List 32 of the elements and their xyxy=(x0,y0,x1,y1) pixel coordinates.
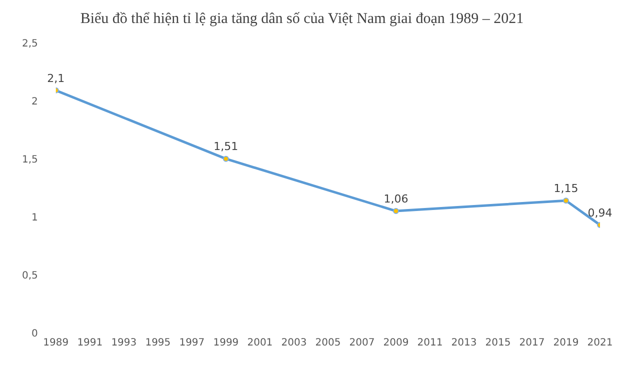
x-tick-label: 2019 xyxy=(553,338,579,349)
y-tick-label: 2,5 xyxy=(22,38,38,50)
x-tick-label: 2011 xyxy=(417,338,443,349)
x-tick-label: 2003 xyxy=(281,338,307,349)
x-tick-label: 1989 xyxy=(43,338,69,349)
x-tick-label: 2009 xyxy=(383,338,409,349)
y-tick-label: 1 xyxy=(32,212,38,224)
x-tick-label: 1995 xyxy=(145,338,171,349)
x-tick-label: 2001 xyxy=(247,338,273,349)
data-label: 1,06 xyxy=(384,192,408,206)
y-tick-label: 1,5 xyxy=(22,154,38,166)
point xyxy=(222,156,229,162)
x-tick-label: 2005 xyxy=(315,338,341,349)
data-label: 2,1 xyxy=(47,72,65,85)
x-tick-label: 2015 xyxy=(485,338,511,349)
y-tick-label: 2 xyxy=(32,96,38,108)
point xyxy=(562,198,569,204)
data-label: 0,94 xyxy=(588,206,612,220)
data-label: 1,15 xyxy=(554,182,578,195)
x-tick-label: 2021 xyxy=(587,338,613,349)
data-label: 1,51 xyxy=(214,140,238,154)
x-tick-label: 1993 xyxy=(111,338,137,349)
chart-title: Biểu đồ thể hiện tỉ lệ gia tăng dân số của Việt Nam giai đoạn 1989 – 2021 xyxy=(80,10,524,27)
x-tick-label: 2017 xyxy=(519,338,545,349)
point xyxy=(392,208,399,214)
x-tick-label: 1991 xyxy=(77,338,103,349)
x-tick-label: 2013 xyxy=(451,338,477,349)
y-tick-label: 0 xyxy=(32,328,38,340)
x-tick-label: 2007 xyxy=(349,338,375,349)
x-tick-label: 1997 xyxy=(179,338,205,349)
y-tick-label: 0,5 xyxy=(22,270,38,282)
x-tick-label: 1999 xyxy=(213,338,239,349)
